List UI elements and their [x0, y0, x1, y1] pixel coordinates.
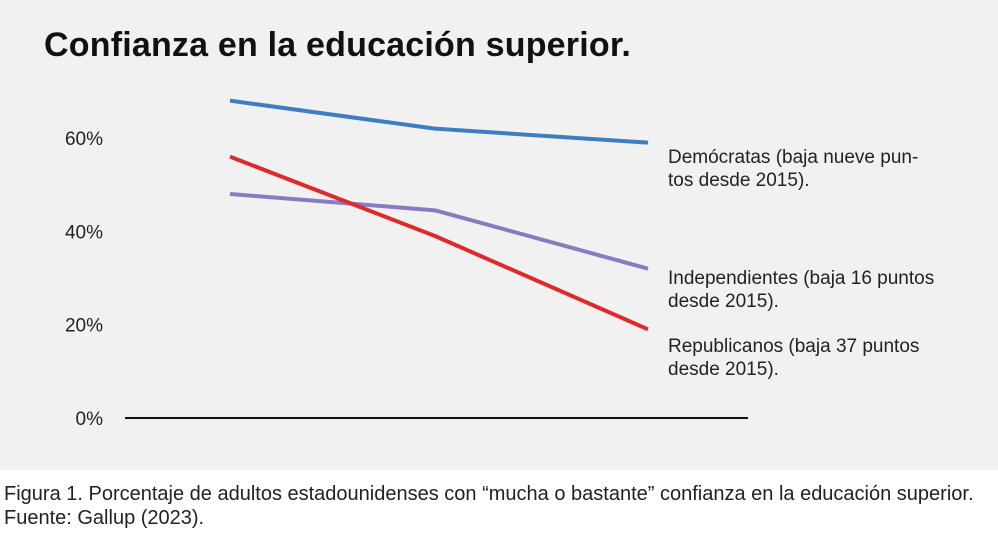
- series-line-republicanos: [229, 154, 649, 332]
- series-label-republicanos: Republicanos (baja 37 puntos: [668, 336, 919, 357]
- series-labels: Demócratas (baja nueve pun-tos desde 201…: [668, 147, 934, 380]
- series-label-democratas: tos desde 2015).: [668, 170, 810, 191]
- y-axis-ticks: 0% 20% 40% 60%: [65, 129, 103, 430]
- series-label-democratas: Demócratas (baja nueve pun-: [668, 147, 918, 168]
- series-label-independientes: Independientes (baja 16 puntos: [668, 268, 934, 289]
- y-tick-label: 40%: [65, 222, 103, 243]
- y-tick-label: 20%: [65, 316, 103, 337]
- line-chart: 0% 20% 40% 60% Demócratas (baja nueve pun-t…: [65, 98, 934, 430]
- series-label-independientes: desde 2015).: [668, 291, 779, 312]
- figure-caption: Figura 1. Porcentaje de adultos estadoun…: [4, 483, 974, 529]
- series-line-democratas: [229, 98, 649, 145]
- series-lines: [229, 98, 649, 332]
- chart-title: Confianza en la educación superior.: [44, 26, 632, 64]
- grid-lines: [125, 137, 748, 419]
- chart-panel: [0, 0, 998, 470]
- y-tick-label: 60%: [65, 129, 103, 150]
- y-tick-label: 0%: [76, 409, 104, 430]
- series-label-republicanos: desde 2015).: [668, 359, 779, 380]
